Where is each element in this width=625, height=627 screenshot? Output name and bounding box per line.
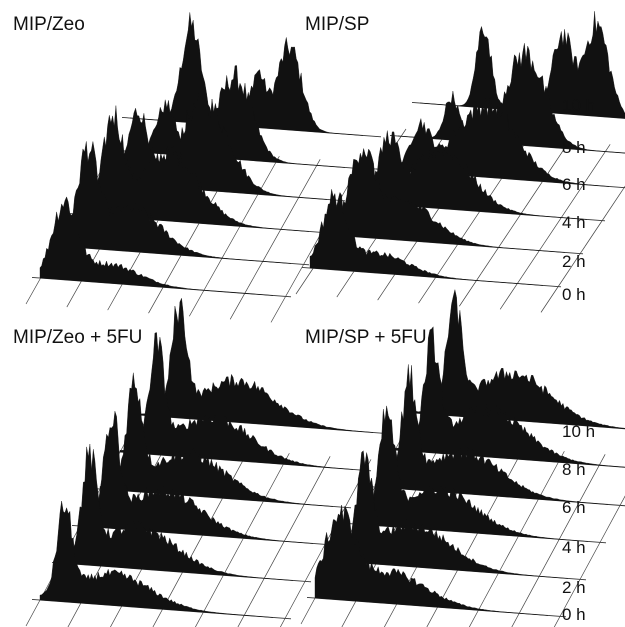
time-label-6h-top: 6 h: [562, 175, 586, 194]
histogram-0h: [309, 189, 543, 286]
grid-line: [289, 493, 311, 531]
time-label-6h-bottom: 6 h: [562, 498, 586, 517]
grid-line: [468, 599, 485, 627]
histogram-2h: [59, 443, 293, 581]
grid-line: [524, 565, 546, 603]
grid-line: [229, 287, 249, 320]
grid-line: [290, 570, 312, 608]
time-label-8h-bottom: 8 h: [562, 460, 586, 479]
grid-line: [249, 490, 270, 528]
grid-line: [269, 530, 291, 568]
grid-line: [565, 568, 587, 606]
panel-title-mip-sp-5fu: MIP/SP + 5FU: [305, 327, 427, 348]
time-label-10h-bottom: 10 h: [562, 422, 596, 441]
histogram-2h: [331, 148, 565, 253]
histogram-4h: [354, 405, 588, 542]
grid-line: [265, 223, 285, 256]
time-label-4h-bottom: 4 h: [562, 538, 586, 557]
time-label-0h-bottom: 0 h: [562, 605, 586, 624]
histogram-8h: [111, 65, 345, 168]
time-label-2h-top: 2 h: [562, 252, 586, 271]
histogram-10h: [414, 289, 625, 429]
grid-line: [288, 258, 308, 291]
time-label-2h-bottom: 2 h: [562, 578, 586, 597]
grid-line: [229, 527, 250, 565]
grid-line: [301, 159, 321, 192]
grid-line: [189, 284, 208, 317]
grid-line: [207, 252, 226, 285]
panel-title-mip-sp: MIP/SP: [305, 14, 370, 35]
grid-line: [195, 601, 210, 627]
grid-line: [540, 279, 564, 313]
histogram-8h: [119, 332, 353, 470]
grid-line: [562, 246, 586, 280]
grid-line: [585, 531, 607, 569]
histogram-4h: [353, 130, 587, 220]
grid-line: [247, 255, 267, 288]
grid-line: [283, 191, 303, 224]
time-label-0h-top: 0 h: [562, 285, 586, 304]
histogram-10h: [139, 297, 373, 433]
grid-line: [511, 602, 526, 627]
grid-line: [564, 491, 586, 529]
panel-title-mip-zeo-5fu: MIP/Zeo + 5FU: [13, 327, 143, 348]
histogram-0h: [39, 196, 273, 296]
histogram-2h: [57, 141, 291, 264]
grid-line: [209, 564, 230, 602]
grid-line: [270, 290, 290, 323]
grid-line: [553, 605, 567, 627]
grid-line: [605, 495, 625, 532]
grid-line: [481, 240, 504, 274]
grid-line: [237, 604, 251, 627]
histogram-8h: [397, 43, 625, 154]
grid-line: [544, 528, 566, 566]
histogram-4h: [75, 105, 309, 232]
grid-line: [484, 562, 505, 600]
grid-line: [309, 456, 331, 494]
grid-line: [279, 607, 292, 627]
histogram-8h: [394, 326, 625, 468]
grid-line: [249, 567, 271, 605]
histogram-6h: [374, 364, 608, 505]
grid-line: [503, 207, 526, 241]
grid-line: [499, 276, 523, 310]
grid-line: [584, 454, 606, 492]
time-label-10h-top: 10 h: [562, 96, 596, 115]
grid-line: [565, 177, 589, 211]
histogram-0h: [314, 504, 548, 616]
grid-line: [459, 273, 482, 307]
histogram-6h: [99, 372, 333, 507]
histogram-4h: [79, 411, 313, 544]
histogram-0h: [39, 500, 273, 618]
panel-title-mip-zeo: MIP/Zeo: [13, 14, 85, 35]
grid-line: [504, 525, 525, 563]
grid-line: [524, 488, 545, 526]
time-label-4h-top: 4 h: [562, 213, 586, 232]
grid-line: [606, 185, 625, 214]
histogram-2h: [334, 450, 568, 579]
grid-line: [543, 210, 567, 244]
time-label-8h-top: 8 h: [562, 138, 586, 157]
grid-line: [587, 144, 611, 178]
grid-line: [521, 243, 545, 277]
grid-line: [584, 213, 608, 247]
